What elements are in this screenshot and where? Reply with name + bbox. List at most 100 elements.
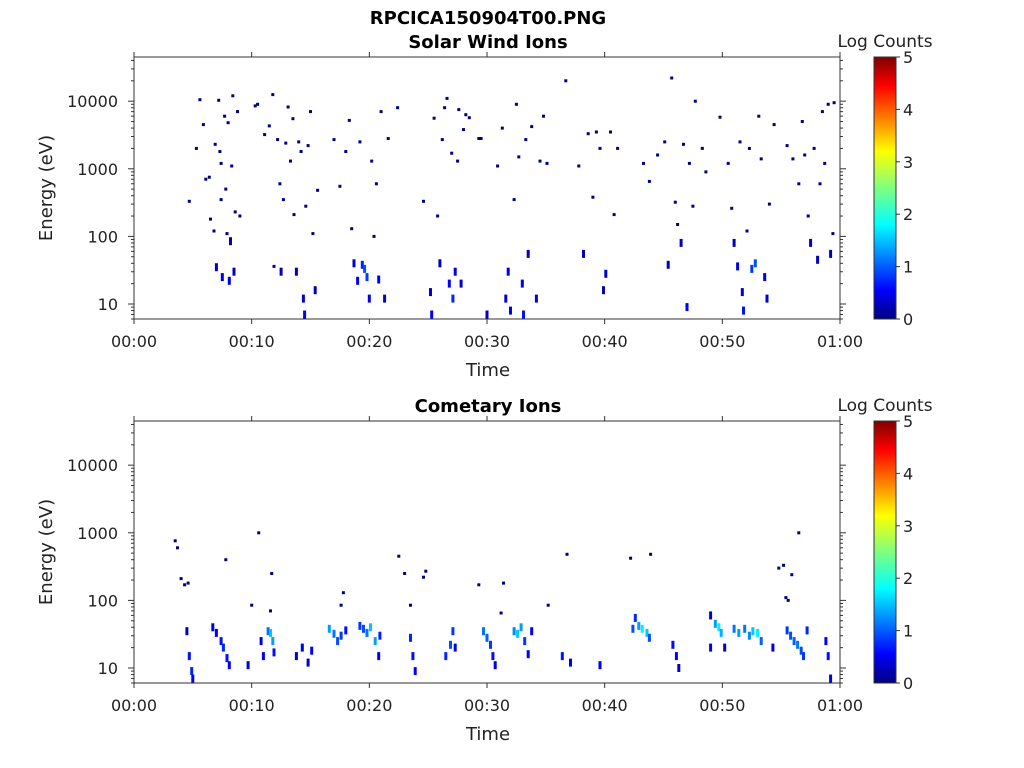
data-cell [789, 631, 793, 640]
data-cell [500, 126, 504, 130]
data-cell [467, 116, 471, 120]
data-cell [339, 631, 343, 640]
data-cell [459, 279, 463, 288]
data-cell [756, 628, 760, 637]
data-cell [456, 159, 460, 163]
data-cell [732, 624, 736, 633]
data-cell [409, 603, 412, 607]
x-tick-label: 01:00 [817, 332, 863, 351]
data-cell [356, 276, 360, 285]
data-cell [594, 130, 598, 134]
data-cell [757, 114, 761, 118]
data-cell [723, 643, 727, 652]
data-cell [791, 157, 795, 161]
data-cell [211, 623, 215, 632]
data-cell [679, 238, 683, 247]
y-tick-label: 10000 [67, 456, 118, 475]
data-cell [344, 626, 348, 635]
data-cell [647, 179, 651, 183]
x-axis: 00:00 00:10 00:20 00:30 00:40 00:50 01:00 [111, 52, 863, 351]
data-cell [691, 204, 695, 208]
data-cell [227, 276, 231, 285]
data-cell [831, 232, 835, 236]
y-tick-label: 1000 [77, 524, 118, 543]
data-cell [257, 531, 261, 535]
data-cell [718, 115, 722, 119]
data-cell [796, 640, 800, 649]
data-cell [797, 182, 801, 186]
data-cell [225, 232, 229, 236]
panel-title: Solar Wind Ions [408, 32, 567, 53]
data-cell [276, 138, 280, 142]
colorbar-tick-label: 4 [903, 464, 913, 483]
data-cell [286, 105, 290, 109]
data-cell [586, 132, 590, 136]
data-cell [220, 273, 224, 282]
data-cell [294, 267, 298, 276]
data-cell [292, 213, 296, 217]
data-cell [377, 275, 381, 284]
data-cell [802, 652, 805, 661]
data-cell [186, 581, 190, 585]
data-cell [782, 563, 785, 567]
data-cell [383, 294, 387, 303]
data-cell [369, 623, 372, 632]
data-cell [232, 267, 236, 276]
data-cell [372, 234, 376, 238]
data-cell [271, 93, 275, 97]
x-axis-label: Time [465, 724, 510, 745]
data-cell [730, 206, 734, 210]
data-cell [676, 223, 680, 226]
colorbar [873, 420, 897, 684]
data-cell [666, 260, 670, 269]
data-cell [362, 624, 365, 633]
data-cell [663, 140, 667, 144]
data-cell [759, 637, 763, 646]
data-cell [485, 310, 489, 319]
data-cell [185, 627, 189, 636]
data-cell [530, 627, 534, 636]
data-cell [771, 643, 775, 652]
colorbar-tick-label: 1 [903, 622, 913, 641]
data-cell [736, 262, 740, 271]
data-cell [812, 146, 816, 150]
data-cell [347, 118, 351, 122]
data-cell [378, 631, 382, 640]
x-tick-label: 00:50 [699, 332, 745, 351]
x-tick-label: 00:30 [464, 696, 510, 715]
data-cell [784, 596, 788, 600]
data-cell [564, 79, 568, 83]
data-cell [700, 146, 704, 150]
data-cell [457, 108, 461, 112]
data-cell [204, 177, 208, 181]
data-cell [826, 652, 830, 661]
data-cell [598, 661, 602, 670]
data-cell [231, 94, 235, 98]
data-cell [179, 577, 183, 581]
data-cell [297, 140, 301, 144]
data-cell [629, 556, 633, 560]
data-cell [396, 106, 400, 110]
data-cell [309, 110, 312, 114]
data-cell [740, 288, 744, 297]
x-axis-label: Time [465, 360, 510, 381]
data-cell [224, 187, 228, 191]
data-cell [339, 603, 343, 607]
data-cell [218, 150, 222, 153]
plot-frame [133, 56, 841, 320]
data-cell [284, 141, 288, 145]
data-cell [176, 546, 179, 550]
data-cell [306, 144, 310, 148]
data-cell [806, 214, 810, 218]
colorbar-tick-label: 2 [903, 569, 913, 588]
data-cell [370, 159, 374, 163]
data-cell [430, 310, 434, 319]
data-cell [253, 104, 257, 108]
data-cell [637, 621, 641, 630]
data-cell [504, 294, 508, 303]
data-cell [751, 627, 755, 636]
data-cell [682, 142, 685, 146]
data-cell [523, 637, 527, 646]
data-cell [422, 575, 425, 579]
solar-wind-panel: Solar Wind Ions 00:00 00:10 00:20 00:30 00:4… [36, 32, 933, 381]
